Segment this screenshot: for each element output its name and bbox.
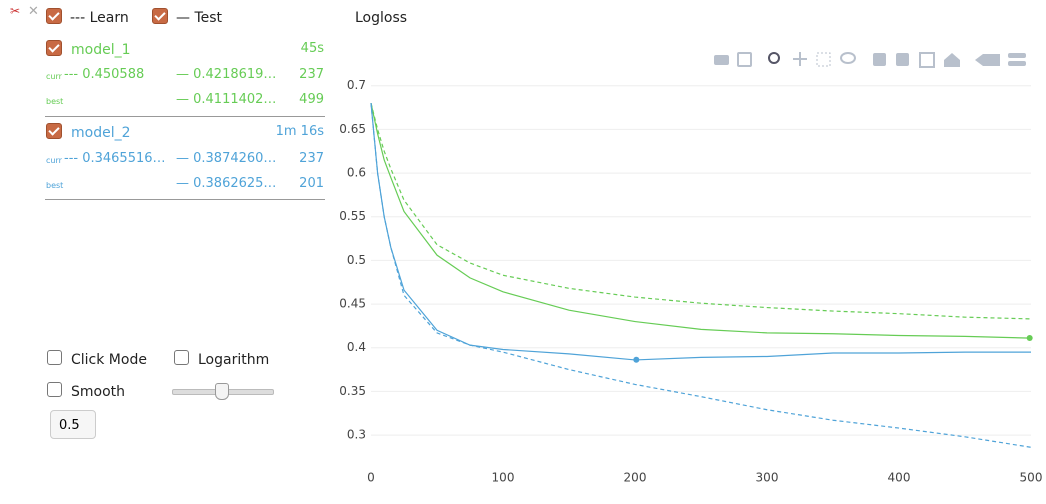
learn-label: --- Learn bbox=[70, 10, 129, 26]
curr-learn: --- 0.450588 bbox=[64, 67, 145, 82]
best-label: best bbox=[46, 97, 64, 106]
hover-closest-icon[interactable] bbox=[975, 54, 1000, 66]
chart-title: Logloss bbox=[355, 10, 407, 26]
best-label: best bbox=[46, 181, 64, 190]
curr-test: — 0.4218619… bbox=[176, 67, 277, 82]
unlink-icon[interactable]: ✂ bbox=[10, 4, 21, 18]
curr-label: curr bbox=[46, 156, 62, 165]
pan-icon[interactable] bbox=[793, 52, 807, 66]
select-icon[interactable] bbox=[816, 52, 831, 67]
y-tick-label: 0.45 bbox=[339, 297, 366, 311]
learn-checkbox[interactable] bbox=[46, 8, 62, 24]
close-icon[interactable]: ✕ bbox=[28, 4, 39, 19]
slider-thumb[interactable] bbox=[215, 383, 229, 400]
hover-compare-icon[interactable] bbox=[1008, 61, 1026, 66]
y-tick-label: 0.55 bbox=[339, 209, 366, 223]
y-tick-label: 0.7 bbox=[347, 78, 366, 92]
camera-icon[interactable] bbox=[714, 55, 729, 65]
x-tick-label: 200 bbox=[624, 471, 647, 485]
curr-iter: 237 bbox=[299, 151, 324, 166]
test-label: — Test bbox=[176, 10, 223, 26]
curr-test: — 0.3874260… bbox=[176, 151, 277, 166]
model-time: 1m 16s bbox=[275, 124, 324, 139]
zoom-icon[interactable] bbox=[768, 52, 780, 64]
hover-compare-icon[interactable] bbox=[1008, 53, 1026, 58]
click-mode-checkbox[interactable] bbox=[47, 350, 62, 365]
toolbar bbox=[714, 52, 1026, 68]
autoscale-icon[interactable] bbox=[919, 52, 935, 68]
test-checkbox[interactable] bbox=[152, 8, 168, 24]
logarithm-label: Logarithm bbox=[198, 352, 270, 368]
logarithm-checkbox[interactable] bbox=[174, 350, 189, 365]
x-tick-label: 0 bbox=[367, 471, 375, 485]
click-mode-label: Click Mode bbox=[71, 352, 147, 368]
best-test: — 0.4111402… bbox=[176, 92, 277, 107]
model-checkbox[interactable] bbox=[46, 40, 62, 56]
smooth-label: Smooth bbox=[71, 384, 126, 400]
best-point bbox=[633, 356, 640, 363]
smooth-input[interactable]: 0.5 bbox=[50, 410, 96, 439]
curr-iter: 237 bbox=[299, 67, 324, 82]
curr-learn: --- 0.3465516… bbox=[64, 151, 166, 166]
series-line bbox=[370, 103, 1031, 361]
y-tick-label: 0.3 bbox=[347, 428, 366, 442]
best-test: — 0.3862625… bbox=[176, 176, 277, 191]
y-tick-label: 0.35 bbox=[339, 384, 366, 398]
x-tick-label: 400 bbox=[888, 471, 911, 485]
zoom-in-icon[interactable] bbox=[873, 53, 886, 66]
best-iter: 499 bbox=[299, 92, 324, 107]
best-iter: 201 bbox=[299, 176, 324, 191]
x-tick-label: 100 bbox=[492, 471, 515, 485]
smooth-checkbox[interactable] bbox=[47, 382, 62, 397]
series-line bbox=[370, 103, 1032, 339]
model-name: model_2 bbox=[71, 125, 131, 141]
save-icon[interactable] bbox=[737, 52, 752, 67]
home-icon[interactable] bbox=[944, 53, 960, 67]
y-tick-label: 0.5 bbox=[347, 253, 366, 267]
lasso-icon[interactable] bbox=[840, 52, 856, 64]
y-tick-label: 0.4 bbox=[347, 340, 366, 354]
model-time: 45s bbox=[300, 41, 324, 56]
separator bbox=[45, 116, 325, 117]
best-point bbox=[1026, 335, 1033, 342]
x-tick-label: 300 bbox=[756, 471, 779, 485]
x-tick-label: 500 bbox=[1020, 471, 1043, 485]
y-tick-label: 0.6 bbox=[347, 166, 366, 180]
series-line bbox=[370, 103, 1032, 320]
y-tick-label: 0.65 bbox=[339, 122, 366, 136]
model-checkbox[interactable] bbox=[46, 123, 62, 139]
curr-label: curr bbox=[46, 72, 62, 81]
separator bbox=[45, 199, 325, 200]
series-line bbox=[370, 103, 1032, 448]
zoom-out-icon[interactable] bbox=[896, 53, 909, 66]
model-name: model_1 bbox=[71, 42, 131, 58]
